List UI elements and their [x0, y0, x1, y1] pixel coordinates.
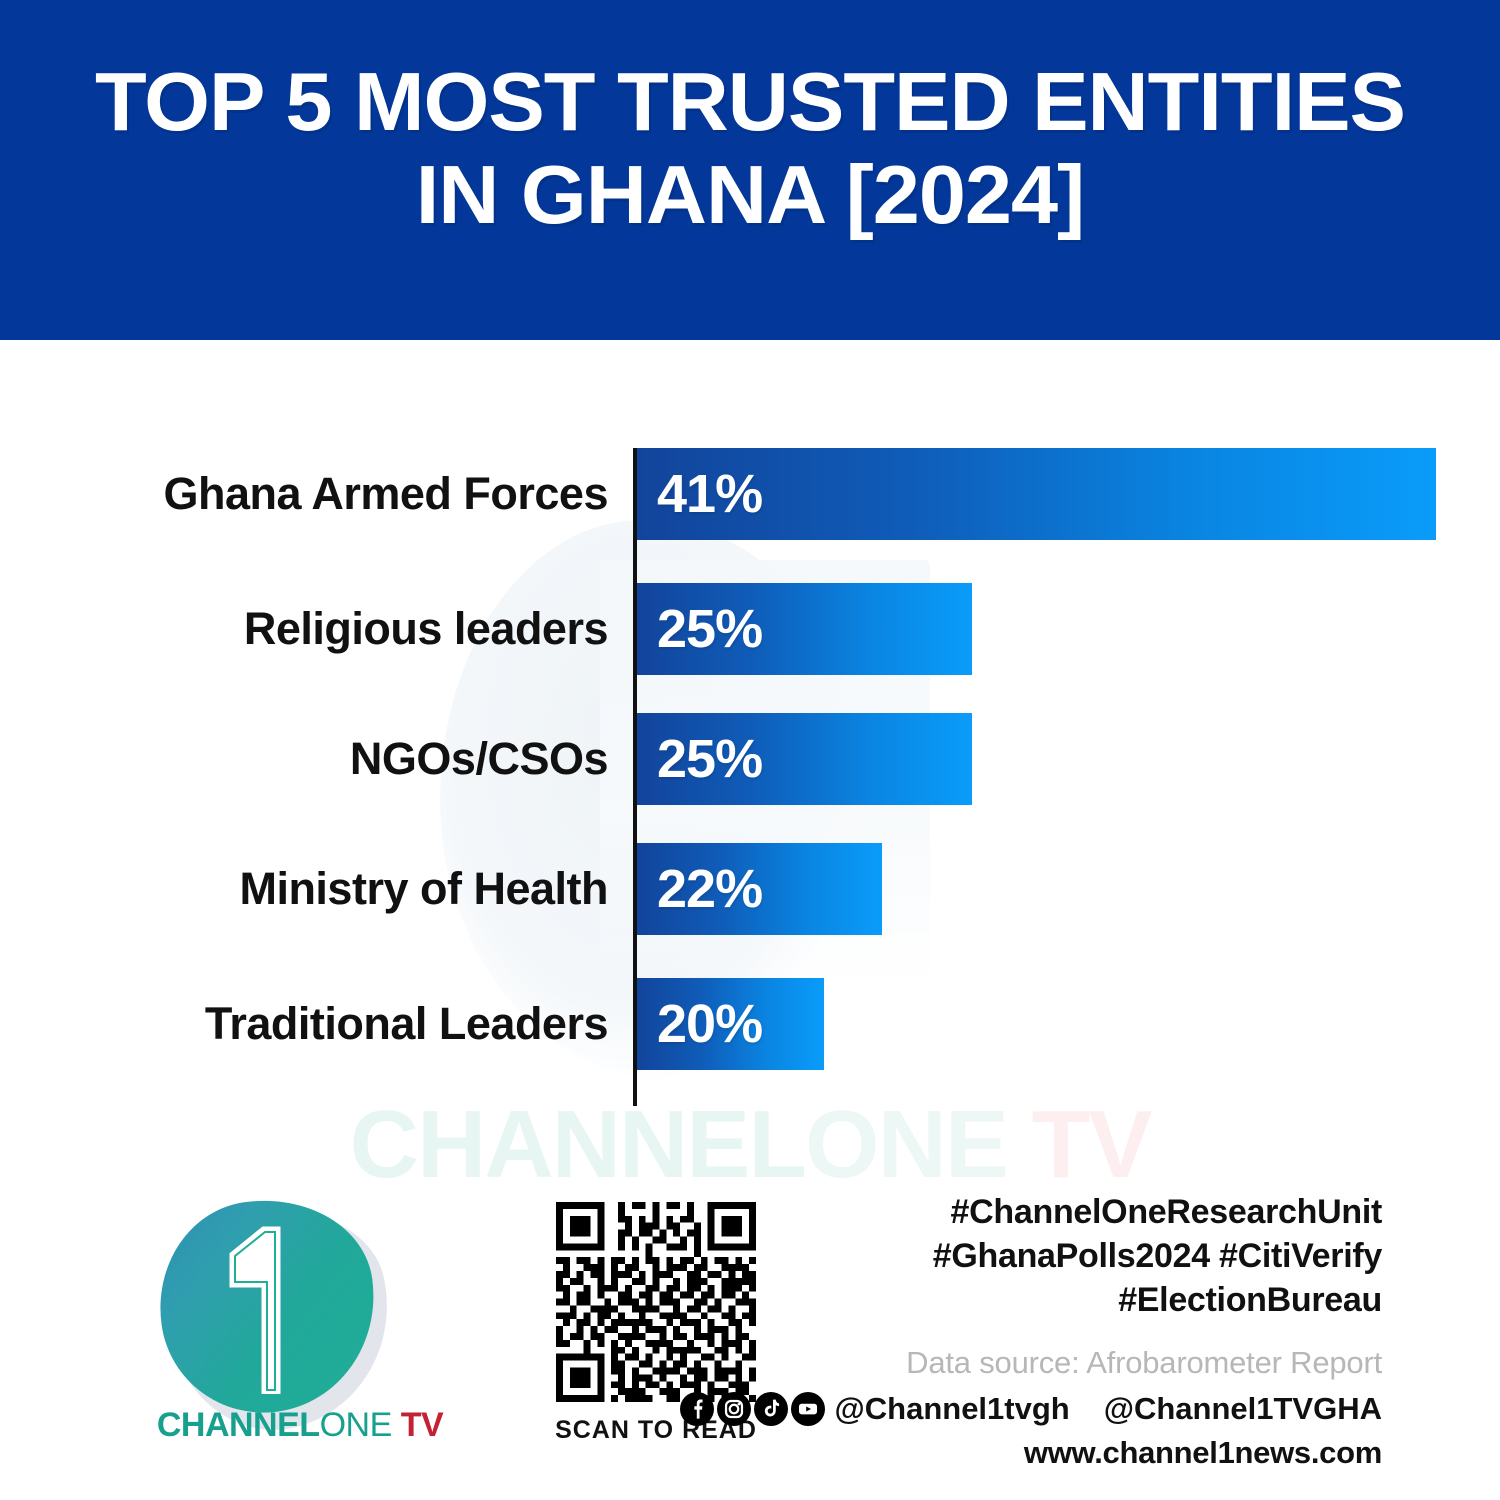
tiktok-icon[interactable] [753, 1391, 788, 1426]
bar-category-label: Traditional Leaders [204, 998, 609, 1049]
bar-category-label: NGOs/CSOs [349, 733, 609, 784]
bar-value-label: 25% [657, 729, 763, 789]
bar-segment: 20% [637, 978, 824, 1070]
logo-word-channel: CHANNEL [156, 1406, 320, 1444]
bar-category-label: Ministry of Health [239, 863, 608, 914]
qr-code-block[interactable]: SCAN TO READ [548, 1202, 764, 1445]
bar-segment: 41% [637, 448, 1436, 540]
bar-value-label: 25% [657, 599, 763, 659]
chart-row: Religious leaders 25% [0, 583, 1500, 675]
page-title-line-2: IN GHANA [2024] [415, 147, 1085, 241]
logo-word-one: ONE [319, 1406, 393, 1444]
footer: CHANNELONE TV [0, 1180, 1500, 1500]
footer-meta-block: #ChannelOneResearchUnit #GhanaPolls2024 … [679, 1190, 1383, 1471]
bar-value-label: 41% [657, 464, 763, 524]
chart-row: Ghana Armed Forces 41% [0, 448, 1500, 540]
bar-category-label: Ghana Armed Forces [163, 468, 609, 519]
data-source-label: Data source: Afrobarometer Report [906, 1344, 1382, 1380]
logo-word-tv: TV [391, 1406, 444, 1444]
bar-chart: Ghana Armed Forces 41% Religious leaders… [0, 340, 1500, 1106]
bar-segment: 22% [637, 843, 882, 935]
chart-row: Ministry of Health 22% [0, 843, 1500, 935]
bar-value-label: 20% [657, 994, 763, 1054]
social-icon-group [679, 1391, 825, 1426]
page-title-line-1: TOP 5 MOST TRUSTED ENTITIES [95, 55, 1406, 148]
social-handle-main[interactable]: @Channel1tvgh [834, 1390, 1070, 1426]
website-url[interactable]: www.channel1news.com [1023, 1434, 1382, 1470]
header-title-block: TOP 5 MOST TRUSTED ENTITIES IN GHANA [20… [0, 55, 1500, 241]
social-handle-x[interactable]: @Channel1TVGHA [1103, 1390, 1382, 1426]
facebook-icon[interactable] [679, 1391, 714, 1426]
hashtag-line-3: #ElectionBureau [1118, 1281, 1382, 1320]
bar-segment: 25% [637, 583, 972, 675]
chart-row: NGOs/CSOs 25% [0, 713, 1500, 805]
hashtag-line-1: #ChannelOneResearchUnit [950, 1193, 1383, 1231]
chart-axis-line [633, 448, 637, 1106]
bar-value-label: 22% [657, 859, 763, 919]
youtube-icon[interactable] [790, 1391, 825, 1426]
chart-row: Traditional Leaders 20% [0, 978, 1500, 1070]
instagram-icon[interactable] [716, 1391, 751, 1426]
header-banner: TOP 5 MOST TRUSTED ENTITIES IN GHANA [20… [0, 0, 1500, 340]
channel-one-logo: CHANNELONE TV [120, 1186, 480, 1458]
logo-wordmark: CHANNELONE TV [120, 1406, 480, 1445]
social-handles-row: @Channel1tvgh @Channel1TVGHA [679, 1390, 1382, 1427]
hashtag-line-2: #GhanaPolls2024 #CitiVerify [932, 1237, 1383, 1276]
logo-numeral-one-icon [229, 1226, 281, 1394]
bar-category-label: Religious leaders [243, 603, 609, 654]
bar-segment: 25% [637, 713, 972, 805]
qr-code-icon[interactable] [556, 1202, 756, 1402]
